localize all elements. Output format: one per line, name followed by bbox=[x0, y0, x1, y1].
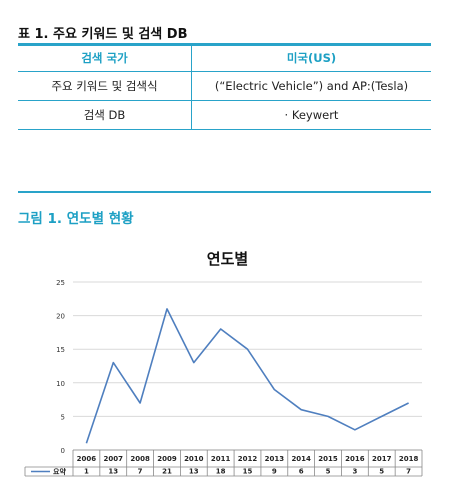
row-label: 주요 키워드 및 검색식 bbox=[18, 71, 192, 101]
x-tick-label: 2015 bbox=[318, 455, 338, 463]
header-cell-us: 미국(US) bbox=[191, 44, 431, 72]
y-tick-label: 0 bbox=[61, 447, 65, 455]
table-row: 검색 DB · Keywert bbox=[18, 100, 431, 130]
x-tick-label: 2013 bbox=[265, 455, 285, 463]
row-value: (“Electric Vehicle”) and AP:(Tesla) bbox=[191, 71, 431, 101]
row-value: · Keywert bbox=[191, 100, 431, 130]
data-value-label: 6 bbox=[299, 468, 304, 476]
row-label: 검색 DB bbox=[18, 100, 192, 130]
figure-title: 그림 1. 연도별 현황 bbox=[18, 211, 134, 227]
data-value-label: 5 bbox=[326, 468, 331, 476]
x-tick-label: 2008 bbox=[130, 455, 150, 463]
y-tick-label: 25 bbox=[56, 279, 65, 287]
table-row: 주요 키워드 및 검색식 (“Electric Vehicle”) and AP… bbox=[18, 71, 431, 101]
figure-rule bbox=[18, 191, 431, 193]
series-line bbox=[85, 308, 409, 444]
table-header-row: 검색 국가 미국(US) bbox=[18, 44, 431, 72]
x-tick-label: 2018 bbox=[399, 455, 419, 463]
data-value-label: 9 bbox=[272, 468, 277, 476]
data-value-label: 5 bbox=[379, 468, 384, 476]
data-value-label: 7 bbox=[406, 468, 411, 476]
data-value-label: 21 bbox=[162, 468, 172, 476]
data-value-label: 3 bbox=[352, 468, 357, 476]
x-tick-label: 2011 bbox=[211, 455, 231, 463]
chart-series bbox=[85, 308, 409, 444]
legend-label: 요약 bbox=[53, 467, 66, 476]
data-value-label: 13 bbox=[108, 468, 118, 476]
header-cell-country: 검색 국가 bbox=[18, 44, 192, 72]
data-value-label: 13 bbox=[189, 468, 199, 476]
x-tick-label: 2009 bbox=[157, 455, 177, 463]
x-tick-label: 2017 bbox=[372, 455, 392, 463]
keyword-table: 검색 국가 미국(US) 주요 키워드 및 검색식 (“Electric Veh… bbox=[18, 44, 431, 130]
data-value-label: 1 bbox=[84, 468, 89, 476]
y-axis-ticks: 0 5 10 15 20 25 bbox=[56, 279, 65, 455]
chart-title: 연도별 bbox=[206, 250, 249, 268]
x-tick-label: 2014 bbox=[291, 455, 311, 463]
table-top-rule bbox=[18, 43, 431, 46]
chart-data-table: 2006 2007 2008 2009 2010 2011 2012 2013 2014 2015… bbox=[24, 449, 423, 477]
x-tick-label: 2007 bbox=[104, 455, 124, 463]
x-tick-label: 2016 bbox=[345, 455, 365, 463]
data-value-label: 7 bbox=[138, 468, 143, 476]
y-tick-label: 5 bbox=[61, 413, 65, 421]
data-value-label: 18 bbox=[216, 468, 226, 476]
x-tick-label: 2010 bbox=[184, 455, 204, 463]
y-tick-label: 15 bbox=[56, 346, 65, 354]
table-title: 표 1. 주요 키워드 및 검색 DB bbox=[18, 27, 188, 42]
x-tick-label: 2006 bbox=[77, 455, 97, 463]
x-tick-label: 2012 bbox=[238, 455, 258, 463]
y-tick-label: 10 bbox=[56, 380, 65, 388]
data-value-label: 15 bbox=[243, 468, 253, 476]
y-tick-label: 20 bbox=[56, 313, 65, 321]
chart-grid bbox=[73, 281, 422, 451]
